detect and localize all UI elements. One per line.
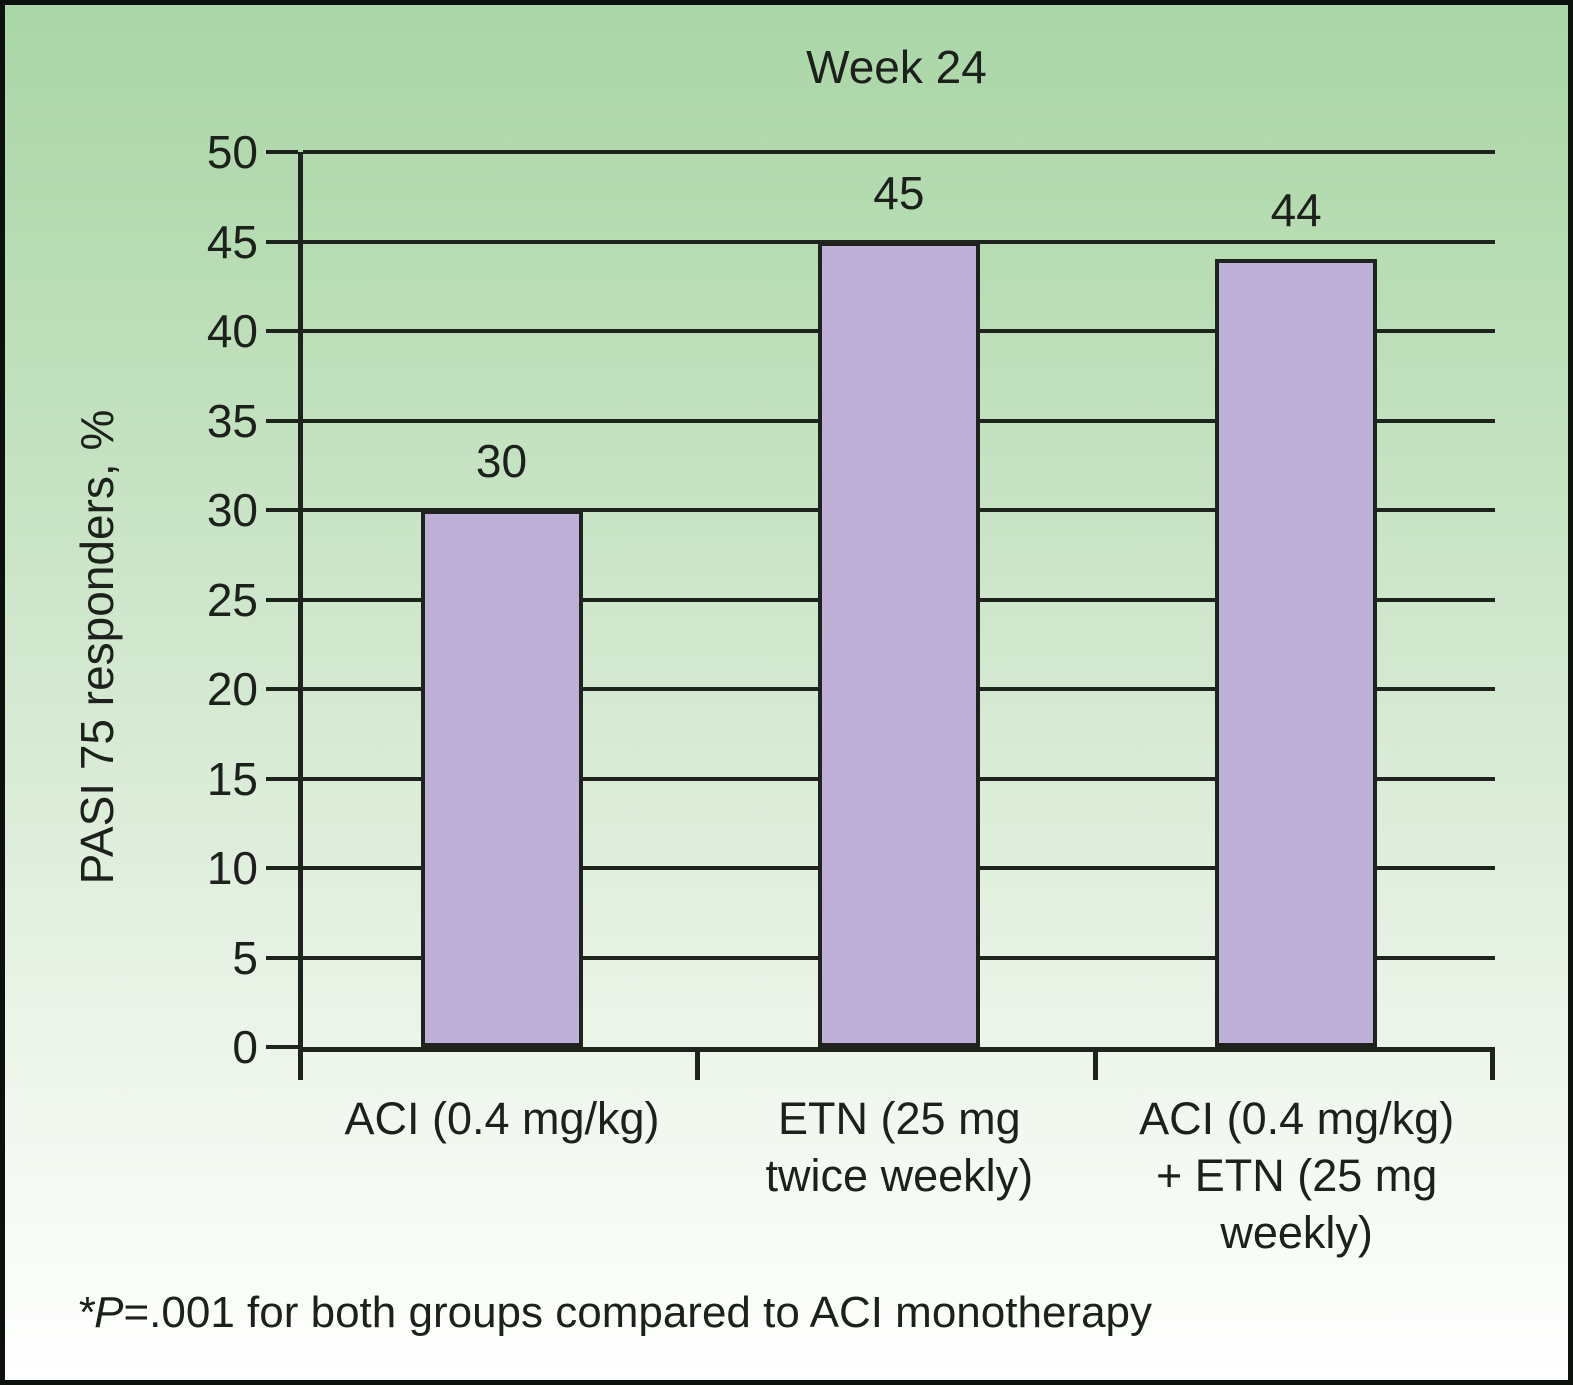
y-axis-tick-label-40: 40 <box>206 305 258 357</box>
y-axis-tick-label-0: 0 <box>232 1021 258 1073</box>
category-label-3: ACI (0.4 mg/kg) + ETN (25 mg weekly) <box>1139 1093 1455 1258</box>
plot-area: 0 5 10 15 20 25 30 35 40 45 50 30 45 44 <box>207 126 1495 1080</box>
y-axis-tick-30 <box>266 508 298 512</box>
x-axis-category-labels: ACI (0.4 mg/kg) ETN (25 mg twice weekly) A… <box>303 1090 1495 1290</box>
y-axis-tick-5 <box>266 955 298 960</box>
y-axis-tick-10 <box>266 866 298 870</box>
y-axis-tick-20 <box>266 687 298 691</box>
y-axis-tick-label-35: 35 <box>206 394 258 447</box>
y-axis-title: PASI 75 responders, % <box>71 409 123 885</box>
category-label-1: ACI (0.4 mg/kg) <box>344 1093 660 1144</box>
bar-2 <box>818 241 980 1047</box>
bar-3 <box>1215 259 1378 1047</box>
gridline-50 <box>303 150 1495 154</box>
x-axis-tick-1 <box>695 1047 701 1080</box>
y-axis-tick-label-10: 10 <box>206 842 258 894</box>
x-axis-tick-start <box>298 1047 303 1080</box>
y-axis-tick-label-15: 15 <box>206 752 258 805</box>
y-axis-tick-15 <box>266 776 298 781</box>
y-axis-tick-50 <box>266 150 298 154</box>
y-axis-tick-label-45: 45 <box>206 215 258 268</box>
y-axis-tick-label-30: 30 <box>206 484 258 536</box>
y-axis-tick-label-20: 20 <box>206 663 258 715</box>
y-axis-tick-45 <box>266 239 298 244</box>
y-axis-tick-25 <box>266 597 298 602</box>
y-axis-tick-35 <box>266 418 298 423</box>
category-label-2: ETN (25 mg twice weekly) <box>765 1093 1034 1201</box>
y-axis-tick-0 <box>266 1045 298 1049</box>
y-axis-tick-label-25: 25 <box>206 573 258 626</box>
bar-1 <box>420 510 583 1047</box>
chart-title: Week 24 <box>806 41 987 93</box>
footnote-text: =.001 for both groups compared to ACI mo… <box>123 1288 1153 1337</box>
x-axis-tick-3 <box>1490 1047 1495 1080</box>
x-axis-tick-2 <box>1092 1047 1098 1080</box>
bar-value-label-2: 45 <box>873 166 925 219</box>
y-axis-tick-40 <box>266 329 298 333</box>
y-axis-tick-label-5: 5 <box>232 931 258 984</box>
y-axis-tick-label-50: 50 <box>206 126 258 178</box>
bar-value-label-1: 30 <box>475 435 528 487</box>
footnote-p-value-italic: *P <box>77 1288 124 1337</box>
bar-value-label-3: 44 <box>1270 184 1322 237</box>
footnote: *P=.001 for both groups compared to ACI … <box>77 1287 1152 1339</box>
